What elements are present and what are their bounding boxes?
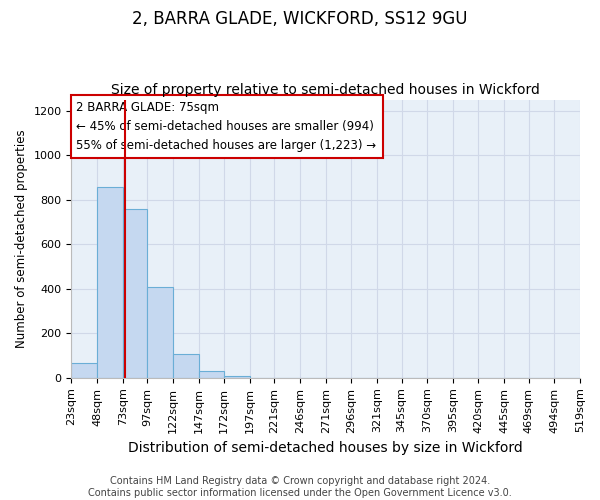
Bar	[199, 371, 224, 378]
Bar	[71, 364, 97, 378]
Y-axis label: Number of semi-detached properties: Number of semi-detached properties	[15, 130, 28, 348]
Bar	[122, 208, 147, 378]
Bar	[97, 188, 122, 378]
X-axis label: Distribution of semi-detached houses by size in Wickford: Distribution of semi-detached houses by …	[128, 441, 523, 455]
Bar	[224, 376, 250, 378]
Text: 2 BARRA GLADE: 75sqm
← 45% of semi-detached houses are smaller (994)
55% of semi: 2 BARRA GLADE: 75sqm ← 45% of semi-detac…	[76, 101, 377, 152]
Text: Contains HM Land Registry data © Crown copyright and database right 2024.
Contai: Contains HM Land Registry data © Crown c…	[88, 476, 512, 498]
Bar	[173, 354, 199, 378]
Title: Size of property relative to semi-detached houses in Wickford: Size of property relative to semi-detach…	[111, 83, 540, 97]
Bar	[147, 286, 173, 378]
Text: 2, BARRA GLADE, WICKFORD, SS12 9GU: 2, BARRA GLADE, WICKFORD, SS12 9GU	[132, 10, 468, 28]
